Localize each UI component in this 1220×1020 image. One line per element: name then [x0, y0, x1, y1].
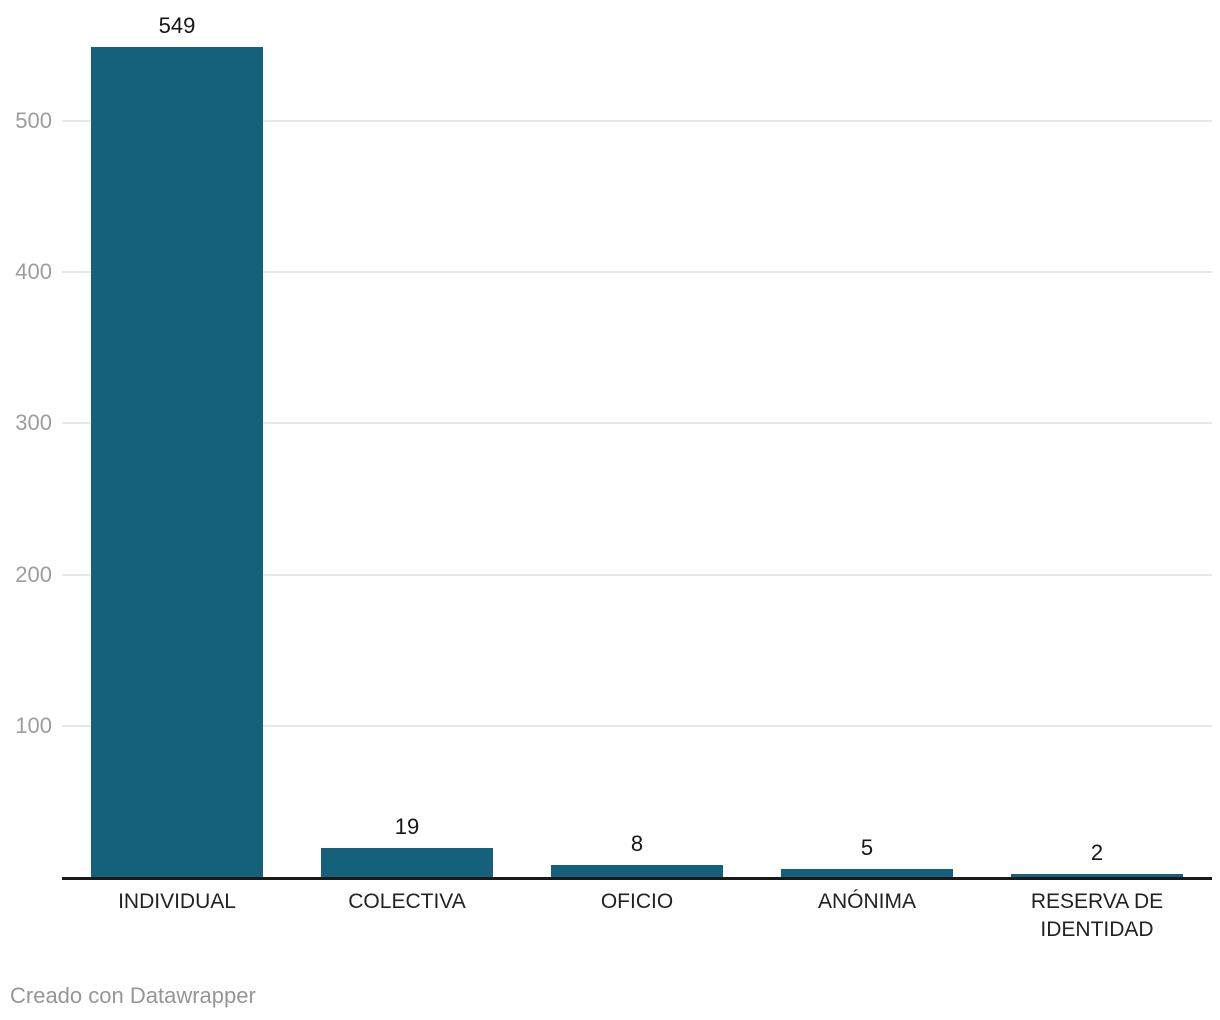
- bar-oficio[interactable]: [551, 864, 723, 877]
- category-label-individual: INDIVIDUAL: [62, 888, 292, 916]
- bar-reserva-de-identidad[interactable]: [1011, 873, 1183, 877]
- value-label-reserva-de-identidad: 2: [1090, 839, 1104, 865]
- gridline-200: [62, 573, 1212, 576]
- category-label-colectiva: COLECTIVA: [292, 888, 522, 916]
- category-label-text: ANÓNIMA: [817, 890, 916, 913]
- category-label-text: COLECTIVA: [348, 890, 466, 913]
- category-label-text: OFICIO: [600, 890, 674, 913]
- bar-anonima[interactable]: [781, 869, 953, 877]
- bar-colectiva[interactable]: [321, 848, 493, 877]
- category-label-text: INDIVIDUAL: [118, 890, 236, 913]
- bar-individual[interactable]: [91, 47, 263, 877]
- y-tick-label-400: 400: [15, 259, 52, 285]
- x-axis-line: [62, 877, 1212, 880]
- category-label-text: RESERVA DE IDENTIDAD: [1030, 890, 1164, 941]
- gridline-400: [62, 271, 1212, 274]
- value-label-colectiva: 19: [394, 814, 420, 840]
- attribution-text: Creado con Datawrapper: [10, 983, 256, 1008]
- plot-area: [62, 0, 1212, 877]
- value-label-anonima: 5: [860, 835, 874, 861]
- gridline-500: [62, 120, 1212, 123]
- category-label-oficio: OFICIO: [522, 888, 752, 916]
- category-label-reserva-de-identidad: RESERVA DE IDENTIDAD: [982, 888, 1212, 944]
- value-label-individual: 549: [158, 13, 196, 38]
- gridline-300: [62, 422, 1212, 425]
- category-label-anonima: ANÓNIMA: [752, 888, 982, 916]
- y-tick-label-100: 100: [15, 712, 52, 738]
- y-tick-label-300: 300: [15, 410, 52, 436]
- y-tick-label-500: 500: [15, 108, 52, 134]
- value-label-oficio: 8: [630, 830, 644, 856]
- y-tick-label-200: 200: [15, 561, 52, 587]
- gridline-100: [62, 724, 1212, 727]
